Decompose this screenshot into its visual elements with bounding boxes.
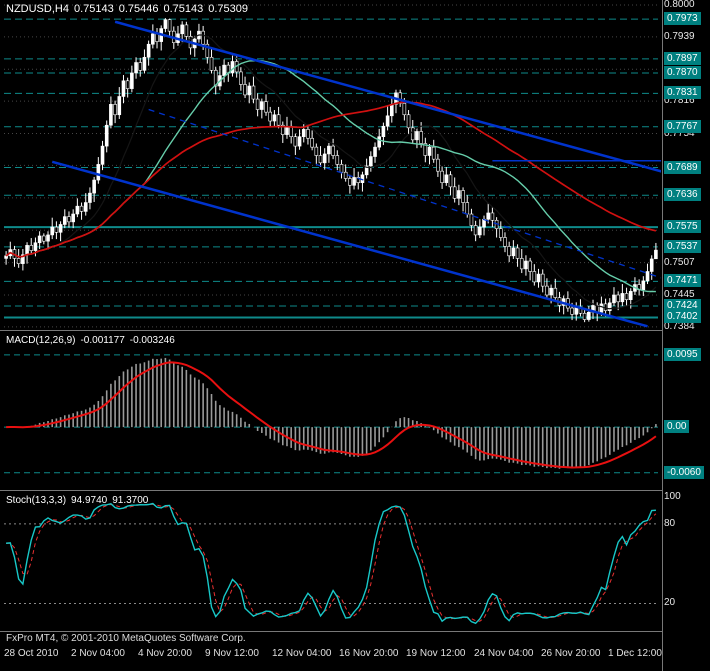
stoch-level-lines xyxy=(4,523,658,604)
panel-separator[interactable] xyxy=(0,330,662,331)
ohlc-close: 0.75309 xyxy=(208,3,249,15)
price-level-label: 0.7471 xyxy=(664,274,701,287)
moving-average-lines xyxy=(5,34,657,310)
time-axis-label: 19 Nov 12:00 xyxy=(406,648,466,659)
stoch-indicator-title: Stoch(13,3,3) 94.9740 91.3700 xyxy=(6,495,153,506)
panel-separator xyxy=(0,631,662,632)
stoch-main-value: 94.9740 xyxy=(71,495,108,506)
price-level-label: 0.7689 xyxy=(664,161,701,174)
time-axis-label: 28 Oct 2010 xyxy=(4,648,59,659)
time-axis-label: 24 Nov 04:00 xyxy=(474,648,534,659)
stoch-main-line xyxy=(6,502,656,625)
price-level-label: 0.7767 xyxy=(664,120,701,133)
price-level-lines xyxy=(4,18,658,319)
time-axis-label: 16 Nov 20:00 xyxy=(339,648,399,659)
price-level-label: 0.7870 xyxy=(664,66,701,79)
time-axis[interactable]: 28 Oct 2010 2 Nov 04:00 4 Nov 20:00 9 Nov 1… xyxy=(0,648,710,664)
macd-main-value: -0.001177 xyxy=(80,335,125,346)
stoch-axis-label: 80 xyxy=(664,518,676,529)
price-level-label: 0.7897 xyxy=(664,52,701,65)
axis-border-line xyxy=(662,0,663,671)
macd-indicator-title: MACD(12,26,9) -0.001177 -0.003246 xyxy=(6,335,180,346)
price-level-label: 0.7636 xyxy=(664,188,701,201)
price-gridlines xyxy=(4,4,658,328)
macd-axis-label: -0.0060 xyxy=(664,466,704,479)
time-axis-label: 4 Nov 20:00 xyxy=(138,648,192,659)
time-axis-label: 9 Nov 12:00 xyxy=(205,648,259,659)
time-axis-label: 12 Nov 04:00 xyxy=(272,648,332,659)
price-tick-label: 0.8000 xyxy=(664,0,695,10)
price-tick-label: 0.7816 xyxy=(664,95,695,106)
macd-histogram xyxy=(9,357,657,469)
price-level-label: 0.7575 xyxy=(664,220,701,233)
symbol-timeframe-label: NZDUSD,H4 xyxy=(6,3,69,15)
trendlines xyxy=(51,20,661,328)
price-tick-label: 0.7507 xyxy=(664,257,695,268)
stoch-label: Stoch(13,3,3) xyxy=(6,495,67,506)
ohlc-low: 0.75143 xyxy=(163,3,204,15)
macd-signal-value: -0.003246 xyxy=(129,335,175,346)
price-level-label: 0.7402 xyxy=(664,310,701,323)
stoch-signal-line xyxy=(6,503,657,622)
price-tick-label: 0.7754 xyxy=(664,128,695,139)
ohlc-open: 0.75143 xyxy=(73,3,114,15)
price-level-label: 0.7831 xyxy=(664,86,701,99)
stoch-signal-value: 91.3700 xyxy=(112,495,149,506)
copyright-text: FxPro MT4, © 2001-2010 MetaQuotes Softwa… xyxy=(6,633,246,644)
price-tick-label: 0.7445 xyxy=(664,289,695,300)
stoch-axis-label: 20 xyxy=(664,597,676,608)
time-axis-label: 1 Dec 12:00 xyxy=(608,648,662,659)
ohlc-high: 0.75446 xyxy=(118,3,159,15)
chart-title: NZDUSD,H4 0.75143 0.75446 0.75143 0.75309 xyxy=(6,3,253,15)
macd-level-lines xyxy=(4,354,658,474)
price-axis[interactable]: 0.8000 0.7939 0.7816 0.7754 0.7507 0.7445 0.73… xyxy=(664,0,710,671)
price-level-label: 0.7537 xyxy=(664,240,701,253)
price-level-label: 0.7424 xyxy=(664,299,701,312)
time-axis-label: 2 Nov 04:00 xyxy=(71,648,125,659)
macd-axis-label: 0.00 xyxy=(664,420,690,433)
price-tick-label: 0.7384 xyxy=(664,321,695,332)
macd-signal-line xyxy=(6,361,657,469)
macd-axis-label: 0.0095 xyxy=(664,348,701,361)
time-axis-label: 26 Nov 20:00 xyxy=(541,648,601,659)
price-level-label: 0.7973 xyxy=(664,12,701,25)
macd-label: MACD(12,26,9) xyxy=(6,335,76,346)
stoch-axis-label: 100 xyxy=(664,491,681,502)
panel-separator[interactable] xyxy=(0,490,662,491)
price-tick-label: 0.7939 xyxy=(664,31,695,42)
